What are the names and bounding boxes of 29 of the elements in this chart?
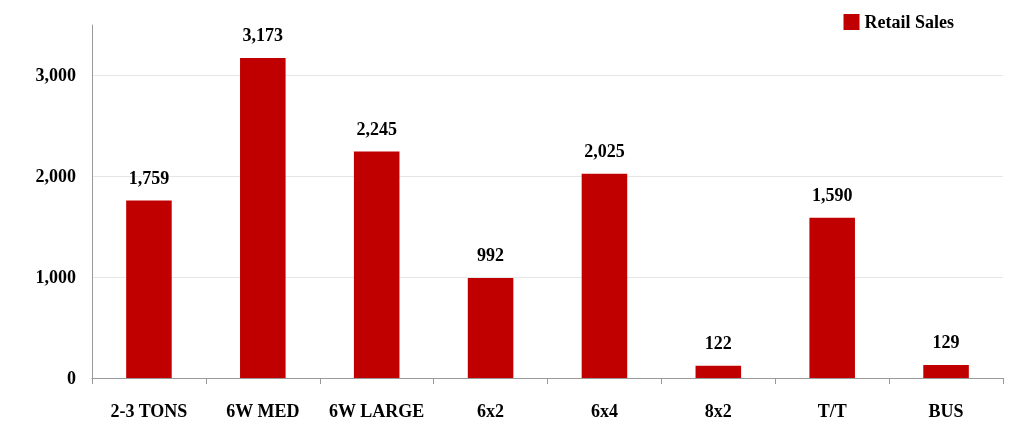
x-tick-label: 2-3 TONS [110, 401, 188, 421]
x-tick-label: 6x4 [590, 401, 618, 421]
data-label: 129 [932, 331, 960, 352]
bar [240, 57, 286, 378]
data-label: 1,759 [128, 167, 170, 188]
bar [581, 173, 628, 378]
legend-label: Retail Sales [864, 12, 955, 32]
x-tick-label: 8x2 [704, 401, 732, 421]
bar [695, 365, 742, 378]
x-tick-label: 6x2 [477, 401, 505, 421]
x-tick-label: 6W LARGE [329, 401, 425, 421]
y-tick-label: 2,000 [35, 166, 76, 187]
data-label: 3,173 [242, 24, 284, 45]
bar [923, 364, 969, 378]
bar [809, 217, 855, 378]
data-label: 992 [477, 244, 505, 265]
x-tick-label: T/T [817, 401, 847, 421]
y-tick-label: 3,000 [35, 65, 76, 86]
data-label: 2,245 [356, 118, 397, 139]
bar [353, 151, 400, 378]
bar [126, 200, 172, 378]
x-tick-label: 6W MED [226, 401, 300, 421]
data-label: 122 [704, 332, 732, 353]
y-tick-label: 1,000 [35, 267, 76, 288]
x-tick-label: BUS [928, 401, 964, 421]
y-tick-label: 0 [67, 368, 76, 388]
data-label: 1,590 [811, 184, 853, 205]
data-label: 2,025 [584, 140, 625, 161]
bar [467, 277, 514, 378]
